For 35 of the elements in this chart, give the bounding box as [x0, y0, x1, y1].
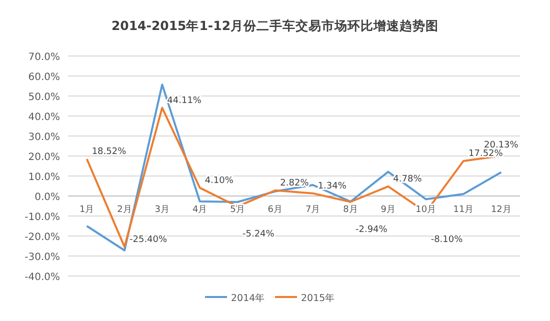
data-label: 17.52%	[468, 148, 504, 159]
y-tick-label: 70.0%	[28, 52, 60, 63]
y-tick-label: 10.0%	[28, 172, 60, 183]
x-tick-label: 4月	[192, 205, 208, 215]
legend-label: 2015年	[301, 292, 336, 304]
x-tick-label: 8月	[343, 205, 358, 215]
x-tick-label: 2月	[117, 205, 132, 215]
y-tick-label: 0.0%	[34, 192, 60, 203]
x-tick-label: 12月	[490, 205, 512, 215]
data-label: -2.94%	[356, 224, 388, 235]
y-tick-label: -30.0%	[24, 252, 60, 263]
y-tick-label: -20.0%	[24, 232, 60, 243]
x-tick-label: 11月	[453, 205, 474, 215]
data-label: 4.10%	[204, 176, 234, 186]
data-label: 2.82%	[280, 178, 310, 188]
x-tick-label: 9月	[380, 205, 396, 215]
y-tick-label: 50.0%	[28, 92, 60, 103]
data-label: 18.52%	[92, 146, 127, 157]
x-tick-label: 5月	[230, 205, 245, 215]
y-tick-label: 30.0%	[28, 132, 60, 143]
y-tick-label: -40.0%	[24, 272, 60, 283]
y-tick-label: -10.0%	[24, 212, 60, 223]
y-tick-label: 20.0%	[28, 152, 60, 163]
y-tick-label: 60.0%	[28, 72, 60, 83]
x-tick-label: 6月	[268, 205, 283, 215]
x-tick-label: 1月	[79, 205, 94, 215]
data-label: -8.10%	[430, 235, 464, 246]
data-label: 1.34%	[318, 181, 347, 192]
data-label: -5.24%	[242, 229, 275, 240]
x-tick-label: 3月	[154, 205, 170, 215]
legend-label: 2014年	[231, 292, 266, 304]
data-label: -25.40%	[130, 234, 168, 245]
y-tick-label: 40.0%	[28, 112, 60, 123]
x-tick-label: 7月	[305, 205, 320, 215]
chart-title: 2014-2015年1-12月份二手车交易市场环比增速趋势图	[111, 18, 439, 33]
